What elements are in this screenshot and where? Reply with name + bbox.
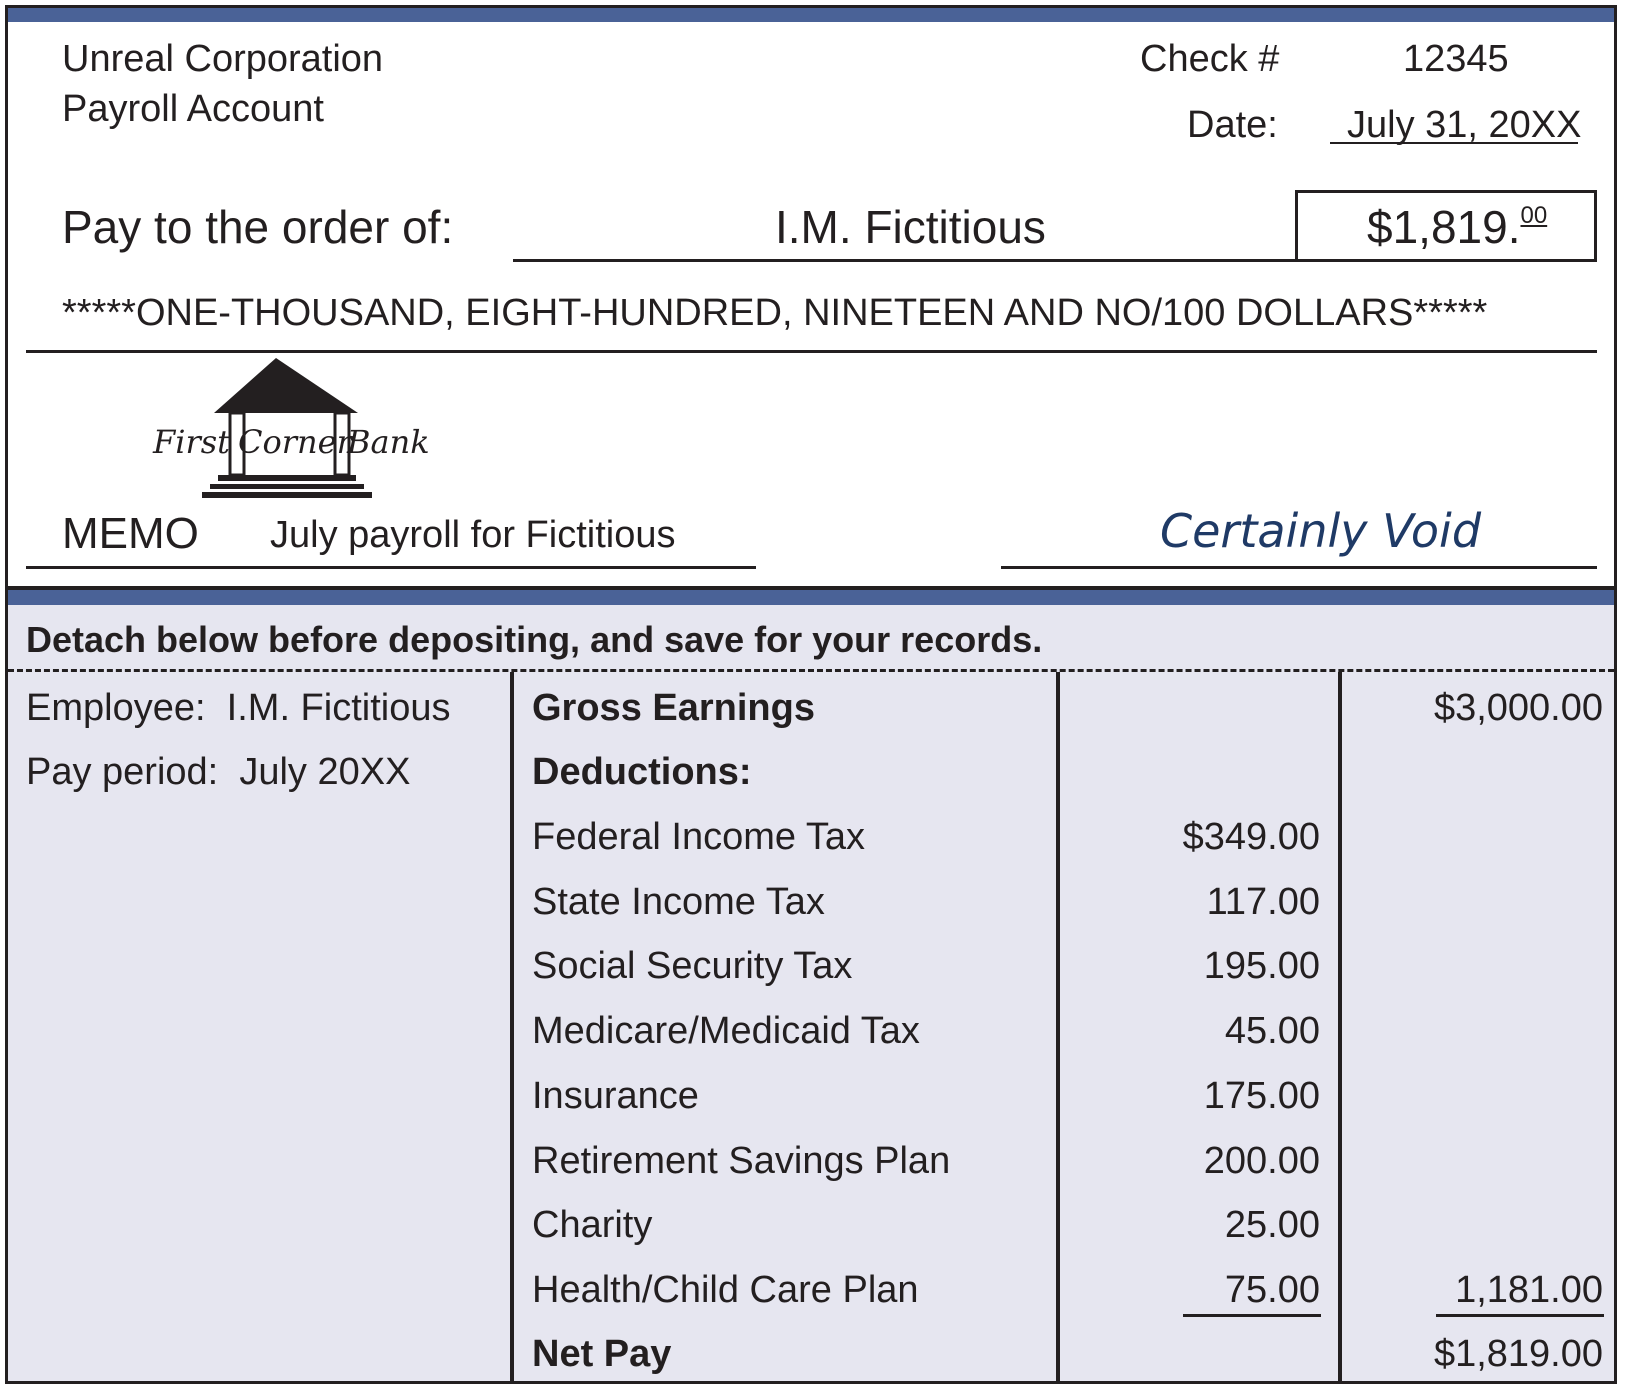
payee-line <box>513 259 1296 262</box>
check-number: 12345 <box>1403 38 1509 80</box>
bank-logo-word-bank: Bank <box>347 423 430 461</box>
deduction-amount: 200.00 <box>1203 1140 1320 1182</box>
employee-label: Employee: <box>26 687 206 729</box>
pay-period-value: July 20XX <box>239 751 411 793</box>
deduction-amount: 117.00 <box>1206 881 1320 923</box>
signature-line <box>1001 566 1597 569</box>
deduction-amount: $349.00 <box>1182 816 1320 858</box>
total-deductions: 1,181.00 <box>1455 1269 1603 1311</box>
bank-logo-word-first: First <box>153 423 231 461</box>
deduction-label: Federal Income Tax <box>532 816 866 858</box>
pay-to-label: Pay to the order of: <box>62 201 454 253</box>
deduction-label: Health/Child Care Plan <box>532 1269 919 1311</box>
stub-column-divider-2 <box>1056 672 1060 1381</box>
check-bottom-edge <box>8 586 1614 590</box>
employee-name: I.M. Fictitious <box>226 687 451 729</box>
check-number-label: Check # <box>1140 38 1280 80</box>
amount-cents: 00 <box>1520 201 1548 229</box>
deduction-label: Social Security Tax <box>532 945 853 987</box>
signature: Certainly Void <box>1160 504 1482 558</box>
total-deductions-rule <box>1436 1314 1604 1317</box>
detach-note: Detach below before depositing, and save… <box>26 619 1043 660</box>
account-name: Payroll Account <box>62 88 324 130</box>
deduction-amount: 45.00 <box>1224 1010 1320 1052</box>
gross-earnings-value: $3,000.00 <box>1433 687 1603 729</box>
deduction-label: Medicare/Medicaid Tax <box>532 1010 920 1052</box>
date-underline <box>1330 142 1578 144</box>
date-value: July 31, 20XX <box>1347 104 1582 146</box>
top-band <box>8 8 1614 22</box>
deduction-amount: 195.00 <box>1203 945 1320 987</box>
bank-building-icon <box>202 358 372 498</box>
gross-earnings-label: Gross Earnings <box>532 687 815 729</box>
date-label: Date: <box>1187 104 1278 146</box>
amount-box <box>1295 190 1597 262</box>
amount-words-line <box>26 350 1597 353</box>
pay-period-label: Pay period: <box>26 751 219 793</box>
deductions-subtotal-rule <box>1183 1314 1321 1317</box>
memo-text: July payroll for Fictitious <box>270 514 676 556</box>
net-pay-value: $1,819.00 <box>1433 1333 1603 1375</box>
amount-in-words: *****ONE-THOUSAND, EIGHT-HUNDRED, NINETE… <box>62 292 1488 334</box>
bank-logo: First Corner Bank <box>148 358 438 506</box>
stub-band <box>8 590 1614 605</box>
bank-logo-word-corner: Corner <box>238 423 352 461</box>
deduction-label: State Income Tax <box>532 881 825 923</box>
pay-period-info: Pay period: July 20XX <box>26 753 410 791</box>
company-name: Unreal Corporation <box>62 38 384 80</box>
memo-line <box>26 566 756 569</box>
stub-column-divider-3 <box>1338 672 1342 1381</box>
deduction-amount: 25.00 <box>1224 1204 1320 1246</box>
deductions-label: Deductions: <box>532 751 752 793</box>
deduction-amount: 175.00 <box>1203 1075 1320 1117</box>
deduction-label: Charity <box>532 1204 653 1246</box>
payee-name: I.M. Fictitious <box>775 201 1046 253</box>
amount-dollars: $1,819. <box>1367 201 1521 253</box>
deduction-label: Retirement Savings Plan <box>532 1140 951 1182</box>
pay-stub-background <box>8 605 1614 1381</box>
detach-dashed-line <box>8 669 1614 672</box>
deduction-label: Insurance <box>532 1075 699 1117</box>
net-pay-label: Net Pay <box>532 1333 672 1375</box>
stub-column-divider-1 <box>510 672 514 1381</box>
deduction-amount: 75.00 <box>1224 1269 1320 1311</box>
memo-label: MEMO <box>62 509 199 558</box>
amount-numeric: $1,819.00 <box>1367 201 1548 253</box>
employee-info: Employee: I.M. Fictitious <box>26 689 450 727</box>
